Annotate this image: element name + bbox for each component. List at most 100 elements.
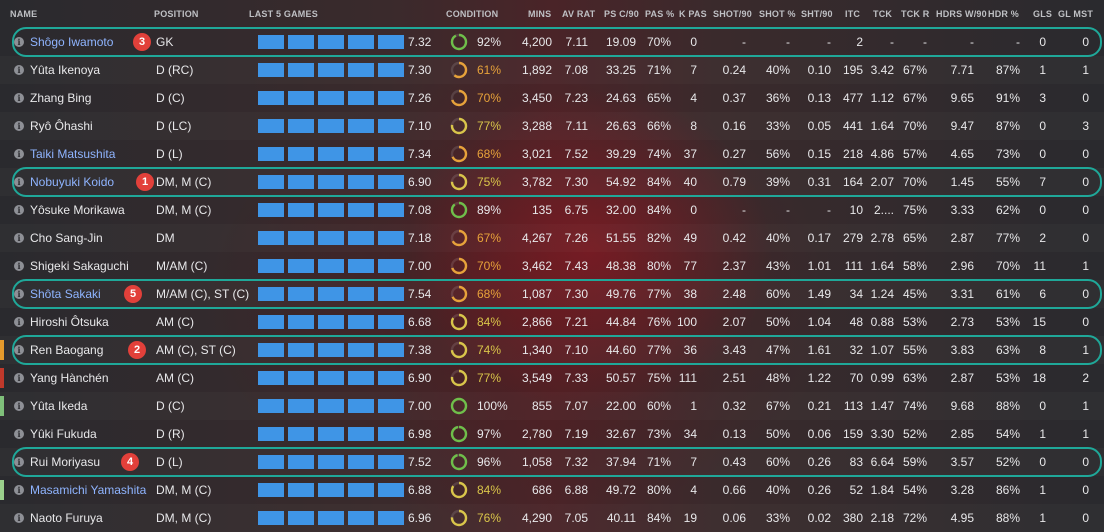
player-name-link[interactable]: Hiroshi Ôtsuka (30, 315, 109, 329)
tck-cell: 1.07 (870, 343, 894, 357)
hdrs-w90-cell: 2.85 (950, 427, 974, 441)
info-icon[interactable]: i (14, 457, 24, 467)
k-pas-cell: 38 (683, 287, 697, 301)
itc-cell: 159 (842, 427, 863, 441)
player-name-link[interactable]: Ren Baogang (30, 343, 104, 357)
player-name-link[interactable]: Shôgo Iwamoto (30, 35, 114, 49)
info-icon[interactable]: i (14, 317, 24, 327)
gl-mst-cell: 0 (1082, 315, 1089, 329)
header-position[interactable]: POSITION (154, 9, 199, 19)
hdrs-w90-cell: 7.71 (950, 63, 974, 77)
header-last5[interactable]: LAST 5 GAMES (249, 9, 318, 19)
tck-cell: 1.84 (870, 483, 894, 497)
info-icon[interactable]: i (14, 149, 24, 159)
info-icon[interactable]: i (14, 485, 24, 495)
form-bar (378, 231, 404, 245)
header-av-rat[interactable]: AV RAT (562, 9, 596, 19)
table-row[interactable]: i Shôta Sakaki M/AM (C), ST (C) 7.54 68% 1,08… (0, 280, 1104, 308)
info-icon[interactable]: i (14, 289, 24, 299)
shot90-cell: 2.07 (722, 315, 746, 329)
header-shot90[interactable]: SHOT/90 (713, 9, 752, 19)
table-row[interactable]: i Rui Moriyasu D (L) 7.52 96% 1,058 7.32 37.94 7… (0, 448, 1104, 476)
table-row[interactable]: i Yang Hànchén AM (C) 6.90 77% 3,549 7.33 50.57… (0, 364, 1104, 392)
player-name-link[interactable]: Yôsuke Morikawa (30, 203, 125, 217)
player-name-link[interactable]: Shôta Sakaki (30, 287, 101, 301)
header-sht90[interactable]: SHT/90 (801, 9, 833, 19)
table-row[interactable]: i Naoto Furuya DM, M (C) 6.96 76% 4,290 7.05 40… (0, 504, 1104, 532)
table-row[interactable]: i Yûta Ikeda D (C) 7.00 100% 855 7.07 22.00 60% 1… (0, 392, 1104, 420)
tck-cell: 1.47 (870, 399, 894, 413)
mins-cell: 855 (531, 399, 552, 413)
form-bar (378, 511, 404, 525)
header-gls[interactable]: GLS (1033, 9, 1053, 19)
header-hdr-pct[interactable]: HDR % (988, 9, 1020, 19)
tck-r-cell: 67% (902, 91, 927, 105)
header-k-pas[interactable]: K PAS (679, 9, 707, 19)
table-row[interactable]: i Yûta Ikenoya D (RC) 7.30 61% 1,892 7.08 33.25… (0, 56, 1104, 84)
header-shot-pct[interactable]: SHOT % (759, 9, 796, 19)
table-row[interactable]: i Ryô Ôhashi D (LC) 7.10 77% 3,288 7.11 26.63 66… (0, 112, 1104, 140)
table-row[interactable]: i Yôsuke Morikawa DM, M (C) 7.08 89% 135 6.75 3… (0, 196, 1104, 224)
info-icon[interactable]: i (14, 429, 24, 439)
player-name-link[interactable]: Masamichi Yamashita (30, 483, 147, 497)
table-row[interactable]: i Hiroshi Ôtsuka AM (C) 6.68 84% 2,866 7.21 44.… (0, 308, 1104, 336)
sht90-cell: 0.06 (807, 427, 831, 441)
header-name[interactable]: NAME (10, 9, 38, 19)
player-name-link[interactable]: Yûta Ikenoya (30, 63, 101, 77)
header-condition[interactable]: CONDITION (446, 9, 499, 19)
header-gl-mst[interactable]: GL MST (1058, 9, 1094, 19)
info-icon[interactable]: i (14, 233, 24, 243)
condition-value: 97% (477, 427, 502, 441)
pas-pct-cell: 74% (646, 147, 671, 161)
player-name-link[interactable]: Yûta Ikeda (30, 399, 88, 413)
header-tck[interactable]: TCK (873, 9, 893, 19)
header-pas-pct[interactable]: PAS % (645, 9, 675, 19)
table-row[interactable]: i Shôgo Iwamoto GK 7.32 92% 4,200 7.11 19.09 70%… (0, 28, 1104, 56)
info-icon[interactable]: i (14, 121, 24, 131)
header-ps-c90[interactable]: PS C/90 (604, 9, 639, 19)
position-cell: GK (156, 35, 174, 49)
shot90-cell: 0.66 (722, 483, 746, 497)
info-icon[interactable]: i (14, 205, 24, 215)
gl-mst-cell: 0 (1082, 511, 1089, 525)
player-name-link[interactable]: Yang Hànchén (30, 371, 109, 385)
player-name-link[interactable]: Ryô Ôhashi (30, 119, 93, 133)
info-icon[interactable]: i (14, 373, 24, 383)
header-tck-r[interactable]: TCK R (901, 9, 930, 19)
table-row[interactable]: i Cho Sang-Jin DM 7.18 67% 4,267 7.26 51.55 82% 4… (0, 224, 1104, 252)
player-name-link[interactable]: Taiki Matsushita (30, 147, 116, 161)
condition-ring-icon (450, 257, 468, 275)
player-name-link[interactable]: Shigeki Sakaguchi (30, 259, 129, 273)
info-icon[interactable]: i (14, 37, 24, 47)
info-icon[interactable]: i (14, 93, 24, 103)
table-row[interactable]: i Shigeki Sakaguchi M/AM (C) 7.00 70% 3,462 7.… (0, 252, 1104, 280)
header-hdrs-w90[interactable]: HDRS W/90 (936, 9, 987, 19)
table-row[interactable]: i Yûki Fukuda D (R) 6.98 97% 2,780 7.19 32.67 73… (0, 420, 1104, 448)
info-icon[interactable]: i (14, 345, 24, 355)
player-name-link[interactable]: Zhang Bing (30, 91, 92, 105)
condition-value: 68% (477, 147, 502, 161)
info-icon[interactable]: i (14, 401, 24, 411)
form-bar (378, 175, 404, 189)
player-name-link[interactable]: Nobuyuki Koido (30, 175, 115, 189)
player-name-link[interactable]: Yûki Fukuda (30, 427, 97, 441)
player-name-link[interactable]: Naoto Furuya (30, 511, 103, 525)
table-row[interactable]: i Taiki Matsushita D (L) 7.34 68% 3,021 7.52 39… (0, 140, 1104, 168)
table-row[interactable]: i Nobuyuki Koido DM, M (C) 6.90 75% 3,782 7.30… (0, 168, 1104, 196)
player-name-link[interactable]: Rui Moriyasu (30, 455, 101, 469)
form-bar (288, 399, 314, 413)
info-icon[interactable]: i (14, 177, 24, 187)
table-row[interactable]: i Ren Baogang AM (C), ST (C) 7.38 74% 1,340 7.… (0, 336, 1104, 364)
player-name-link[interactable]: Cho Sang-Jin (30, 231, 103, 245)
ps-c90-cell: 26.63 (605, 119, 636, 133)
table-row[interactable]: i Masamichi Yamashita DM, M (C) 6.88 84% 686 6… (0, 476, 1104, 504)
shot-pct-cell: - (786, 203, 790, 217)
info-icon[interactable]: i (14, 513, 24, 523)
header-itc[interactable]: ITC (845, 9, 861, 19)
header-mins[interactable]: MINS (528, 9, 552, 19)
gl-mst-cell: 1 (1082, 259, 1089, 273)
ps-c90-cell: 54.92 (605, 175, 636, 189)
table-row[interactable]: i Zhang Bing D (C) 7.26 70% 3,450 7.23 24.63 65%… (0, 84, 1104, 112)
info-icon[interactable]: i (14, 65, 24, 75)
info-icon[interactable]: i (14, 261, 24, 271)
